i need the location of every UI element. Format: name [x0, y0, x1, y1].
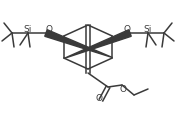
Text: Si: Si [144, 24, 152, 33]
Text: Si: Si [24, 24, 32, 33]
Polygon shape [45, 30, 112, 58]
Text: O: O [96, 94, 102, 103]
Text: O: O [124, 25, 130, 34]
Text: O: O [120, 85, 127, 94]
Polygon shape [64, 30, 131, 59]
Text: O: O [46, 25, 52, 34]
